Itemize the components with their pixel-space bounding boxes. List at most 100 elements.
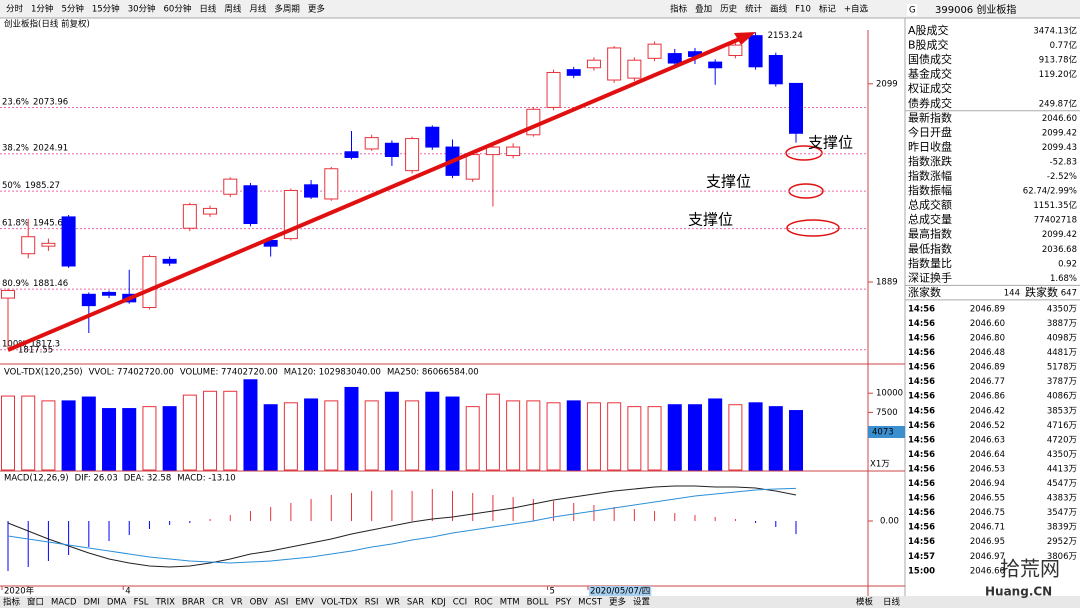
tool-button[interactable]: 叠加 <box>695 4 712 15</box>
indicator-tab[interactable]: KDJ <box>431 598 446 608</box>
period-tab[interactable]: 60分钟 <box>164 4 192 15</box>
stat-value: 3474.13亿 <box>1033 26 1077 37</box>
tick-time: 14:56 <box>908 464 935 474</box>
candle-body <box>182 204 197 229</box>
candle-body <box>667 53 682 64</box>
volume-bar <box>586 402 601 471</box>
volume-bar <box>607 402 622 471</box>
volume-bar <box>687 404 702 471</box>
indicator-tab[interactable]: WR <box>386 598 400 608</box>
tick-price: 2046.86 <box>970 392 1005 402</box>
low-label: 1817.55 <box>18 346 53 356</box>
indicator-tab[interactable]: TRIX <box>154 598 175 608</box>
indicator-tab[interactable]: PSY <box>555 598 572 608</box>
indicator-tab[interactable]: SAR <box>407 598 424 608</box>
period-tab[interactable]: 1分钟 <box>31 4 53 15</box>
tick-time: 14:56 <box>908 523 935 533</box>
volume-bar <box>384 391 399 471</box>
period-tab[interactable]: 15分钟 <box>92 4 120 15</box>
tool-button[interactable]: 画线 <box>770 4 788 15</box>
tick-time: 14:56 <box>908 421 935 431</box>
period-tab[interactable]: 日线 <box>199 4 217 15</box>
tool-button[interactable]: 指标 <box>670 4 688 15</box>
stat-label: 指数涨幅 <box>908 169 952 183</box>
indicator-tab[interactable]: BOLL <box>527 598 549 608</box>
support-circle <box>785 145 823 161</box>
period-tab[interactable]: 月线 <box>249 4 267 15</box>
tool-button[interactable]: 统计 <box>745 4 763 15</box>
indicator-tab[interactable]: 窗口 <box>27 597 44 608</box>
indicator-tab[interactable]: MTM <box>500 598 520 608</box>
tick-volume: 4383万 <box>1047 494 1077 504</box>
tick-time: 14:56 <box>908 304 935 314</box>
period-tab[interactable]: 更多 <box>308 4 326 15</box>
period-tab[interactable]: 5分钟 <box>61 4 83 15</box>
right-tab[interactable]: 日线 <box>883 597 901 608</box>
volume-bar <box>203 390 218 471</box>
tick-time: 14:56 <box>908 319 935 329</box>
trend-arrow <box>7 32 756 352</box>
volume-bar <box>748 402 763 471</box>
fib-ratio: 50% <box>2 181 21 191</box>
watermark: 拾荒网 <box>1000 557 1060 581</box>
tick-price: 2046.97 <box>970 552 1005 562</box>
indicator-tab[interactable]: RSI <box>365 598 379 608</box>
right-tab[interactable]: 模板 <box>856 597 874 608</box>
tool-button[interactable]: 历史 <box>720 4 738 15</box>
tool-button[interactable]: +自选 <box>844 4 869 15</box>
fib-label: 50% 1985.27 <box>2 181 60 191</box>
candle-body <box>748 35 763 68</box>
indicator-tab[interactable]: EMV <box>295 598 314 608</box>
indicator-tab[interactable]: OBV <box>250 598 268 608</box>
tabs-bg <box>0 596 1080 608</box>
candle-body <box>768 54 783 85</box>
period-tab[interactable]: 30分钟 <box>128 4 156 15</box>
tick-time: 14:56 <box>908 363 935 373</box>
indicator-tab[interactable]: MACD <box>51 598 77 608</box>
volume-bar <box>162 406 177 471</box>
indicator-tab[interactable]: 指标 <box>3 597 21 608</box>
period-tab[interactable]: 多周期 <box>274 4 300 15</box>
tick-time: 14:56 <box>908 377 935 387</box>
indicator-tab[interactable]: VR <box>231 598 243 608</box>
breadth-label: 跌家数 <box>1025 285 1058 299</box>
volume-header: MA250: 86066584.00 <box>387 368 479 378</box>
support-annotation: 支撑位 <box>808 134 853 152</box>
fib-value: 1817.3 <box>30 339 60 349</box>
indicator-tab[interactable]: ROC <box>474 598 493 608</box>
period-tab[interactable]: 分时 <box>6 4 24 15</box>
stat-label: B股成交 <box>908 38 949 52</box>
candle-body <box>102 291 117 296</box>
tick-volume: 4086万 <box>1047 392 1077 402</box>
indicator-tab[interactable]: CCI <box>453 598 467 608</box>
indicator-tab[interactable]: BRAR <box>182 598 205 608</box>
volume-bar <box>122 408 137 471</box>
volume-bar <box>445 396 460 471</box>
fib-label: 80.9% 1881.46 <box>2 279 68 289</box>
stat-value: 1.68% <box>1050 274 1077 284</box>
indicator-tab[interactable]: 设置 <box>633 597 651 608</box>
indicator-tab[interactable]: MCST <box>578 598 603 608</box>
tool-button[interactable]: F10 <box>795 5 811 15</box>
tick-time: 14:56 <box>908 392 935 402</box>
indicator-tab[interactable]: CR <box>212 598 224 608</box>
volume-unit: X1万 <box>870 460 890 470</box>
tick-time: 14:56 <box>908 348 935 358</box>
fib-ratio: 38.2% <box>2 143 29 153</box>
candle-body <box>607 47 622 81</box>
indicator-tab[interactable]: DMI <box>84 598 100 608</box>
indicator-tab[interactable]: DMA <box>107 598 127 608</box>
volume-bar <box>81 396 96 471</box>
indicator-tab[interactable]: FSL <box>134 598 149 608</box>
indicator-tab[interactable]: 更多 <box>609 597 627 608</box>
tick-price: 2046.55 <box>970 494 1005 504</box>
watermark: Huang.CN <box>985 585 1052 599</box>
volume-bar <box>283 402 298 471</box>
tool-button[interactable]: 标记 <box>819 4 837 15</box>
badge: G <box>909 6 916 16</box>
stat-value: 62.74/2.99% <box>1023 187 1077 197</box>
indicator-tab[interactable]: VOL-TDX <box>321 598 358 608</box>
period-tab[interactable]: 周线 <box>224 4 242 15</box>
indicator-tab[interactable]: ASI <box>275 598 289 608</box>
volume-bar <box>708 398 723 471</box>
